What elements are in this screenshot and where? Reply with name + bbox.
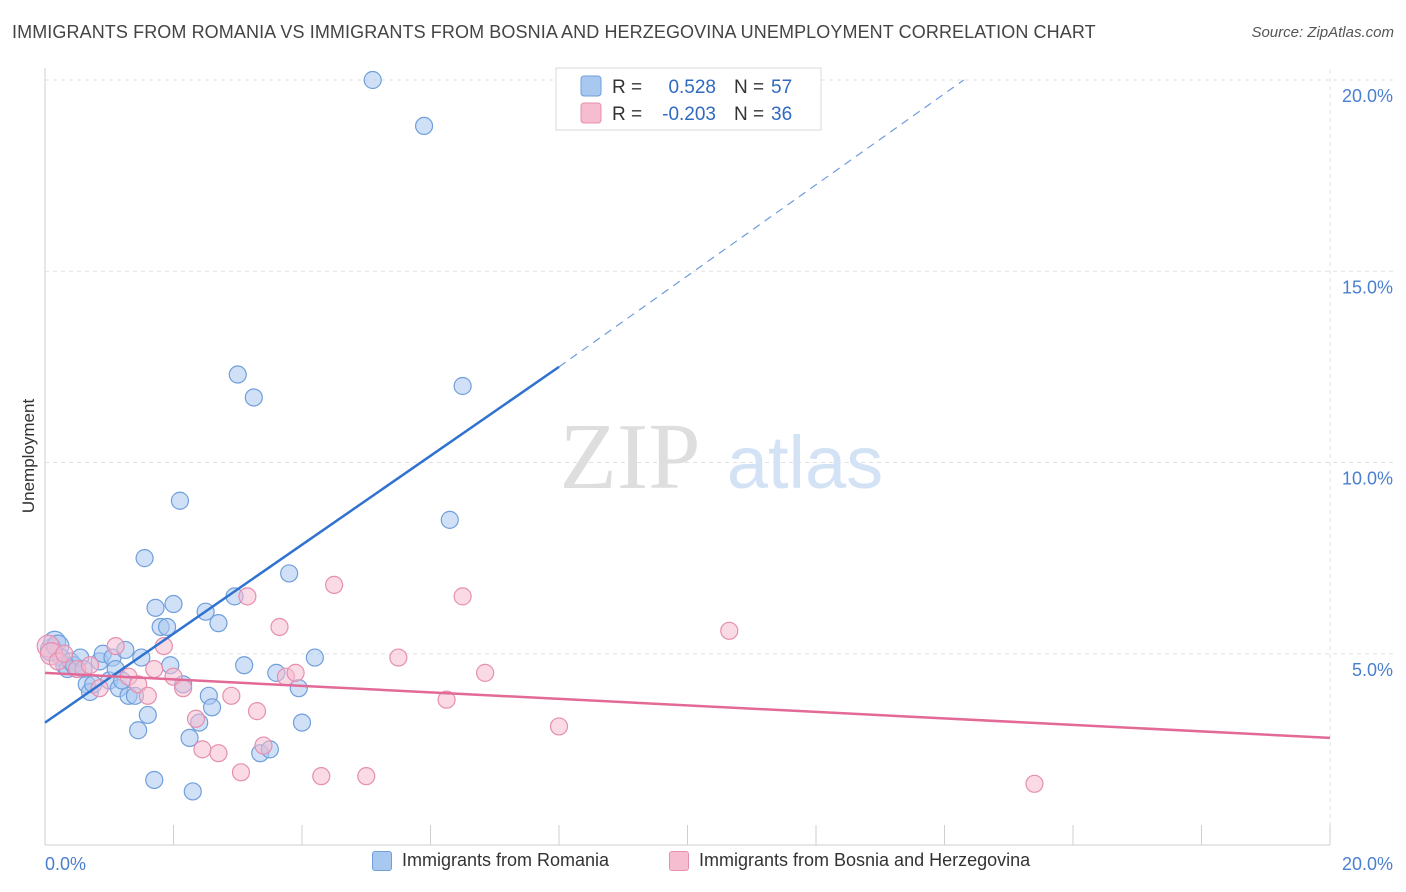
legend-r-label-bosnia: R = xyxy=(612,104,642,125)
romania-point-52 xyxy=(292,713,312,732)
bosnia-point-17 xyxy=(209,744,228,763)
romania-point-37 xyxy=(183,782,202,801)
bosnia-point-30 xyxy=(437,690,456,709)
y-tick-label-0: 5.0% xyxy=(1352,660,1393,680)
legend-r-value-bosnia: -0.203 xyxy=(662,104,716,125)
watermark: ZIP atlas xyxy=(560,405,884,509)
romania-point-27 xyxy=(138,705,157,725)
bosnia-point-14 xyxy=(174,679,193,698)
romania-point-34 xyxy=(170,491,190,510)
legend-n-label-bosnia: N = xyxy=(734,104,764,125)
bosnia-point-32 xyxy=(476,663,495,682)
bosnia-points xyxy=(36,575,1044,793)
bosnia-point-7 xyxy=(106,636,125,656)
series-legend: Immigrants from Romania Immigrants from … xyxy=(0,850,1406,880)
tick-labels: 5.0% 10.0% 15.0% 20.0% 0.0% 20.0% xyxy=(45,86,1393,874)
correlation-legend: R = 0.528 N = 57 R = -0.203 N = 36 xyxy=(555,67,822,131)
bosnia-point-10 xyxy=(138,686,157,705)
legend-n-value-bosnia: 36 xyxy=(771,104,792,125)
romania-point-41 xyxy=(202,698,222,717)
bosnia-point-29 xyxy=(389,648,408,667)
chart-title: IMMIGRANTS FROM ROMANIA VS IMMIGRANTS FR… xyxy=(12,22,1096,42)
romania-point-56 xyxy=(440,510,459,529)
bosnia-point-16 xyxy=(193,740,212,759)
romania-trend-line xyxy=(44,365,560,724)
bosnia-point-18 xyxy=(222,686,241,705)
legend-n-label-romania: N = xyxy=(734,77,764,98)
bosnia-point-3 xyxy=(55,644,74,663)
x-tick-label-1: 20.0% xyxy=(1342,854,1393,874)
legend-swatch-romania-bottom xyxy=(372,850,392,871)
romania-trend-extension xyxy=(558,79,965,368)
romania-point-54 xyxy=(363,70,382,90)
legend-swatch-bosnia-bottom xyxy=(669,850,689,871)
bosnia-point-6 xyxy=(90,679,109,698)
bosnia-point-28 xyxy=(357,767,376,786)
romania-point-33 xyxy=(164,594,183,614)
romania-point-44 xyxy=(228,365,247,384)
grid-lines xyxy=(45,70,1395,845)
legend-label-romania: Immigrants from Romania xyxy=(402,850,610,870)
romania-point-50 xyxy=(280,564,299,583)
watermark-atlas: atlas xyxy=(727,421,883,504)
bosnia-point-35 xyxy=(1025,774,1044,793)
legend-r-label-romania: R = xyxy=(612,77,642,98)
romania-point-45 xyxy=(235,656,254,675)
bosnia-point-5 xyxy=(80,656,100,675)
bosnia-point-31 xyxy=(453,587,472,606)
romania-point-26 xyxy=(135,549,154,568)
bosnia-point-23 xyxy=(270,617,289,637)
bosnia-point-11 xyxy=(145,659,164,679)
legend-r-value-romania: 0.528 xyxy=(668,77,716,98)
legend-item-romania: Immigrants from Romania xyxy=(372,850,609,871)
romania-point-31 xyxy=(157,617,177,637)
romania-point-46 xyxy=(244,388,263,407)
bosnia-point-25 xyxy=(286,663,305,682)
romania-point-28 xyxy=(145,770,164,790)
romania-point-36 xyxy=(180,728,199,748)
romania-point-24 xyxy=(129,721,148,740)
bosnia-point-26 xyxy=(312,767,331,786)
legend-item-bosnia: Immigrants from Bosnia and Herzegovina xyxy=(669,850,1030,871)
bosnia-point-34 xyxy=(720,621,739,640)
romania-point-42 xyxy=(209,614,228,633)
romania-point-53 xyxy=(305,648,324,667)
y-tick-label-1: 10.0% xyxy=(1342,469,1393,489)
romania-point-29 xyxy=(146,598,165,617)
watermark-zip: ZIP xyxy=(560,405,701,509)
bosnia-point-19 xyxy=(231,763,251,782)
x-tick-label-0: 0.0% xyxy=(45,854,86,874)
legend-swatch-romania xyxy=(580,75,602,97)
bosnia-point-27 xyxy=(325,575,344,595)
axes xyxy=(44,68,1331,846)
romania-point-55 xyxy=(414,116,434,136)
bosnia-point-20 xyxy=(238,587,257,606)
bosnia-point-33 xyxy=(549,717,569,736)
bosnia-point-22 xyxy=(254,736,273,755)
y-tick-label-2: 15.0% xyxy=(1342,277,1393,297)
y-axis-label: Unemployment xyxy=(19,399,38,514)
legend-label-bosnia: Immigrants from Bosnia and Herzegovina xyxy=(699,850,1031,870)
romania-point-57 xyxy=(453,376,472,396)
bosnia-trend-line xyxy=(44,671,1331,740)
trend-lines xyxy=(44,79,1331,740)
legend-n-value-romania: 57 xyxy=(771,77,792,98)
bosnia-point-21 xyxy=(247,702,267,721)
source-label: Source: ZipAtlas.com xyxy=(1251,24,1394,41)
y-tick-label-3: 20.0% xyxy=(1342,86,1393,106)
bosnia-point-15 xyxy=(186,709,206,728)
legend-swatch-bosnia xyxy=(580,102,602,124)
